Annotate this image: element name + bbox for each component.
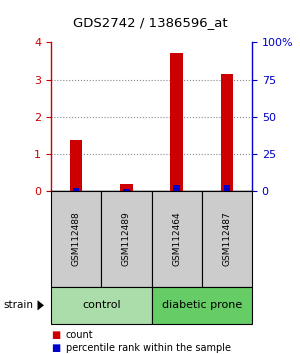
Bar bbox=[73, 188, 80, 191]
Bar bbox=[170, 53, 183, 191]
Text: GSM112489: GSM112489 bbox=[122, 212, 131, 266]
Text: GSM112464: GSM112464 bbox=[172, 212, 181, 266]
Text: count: count bbox=[66, 330, 94, 339]
Bar bbox=[120, 184, 133, 191]
Bar bbox=[173, 185, 180, 191]
Text: GDS2742 / 1386596_at: GDS2742 / 1386596_at bbox=[73, 16, 227, 29]
Bar bbox=[123, 189, 130, 191]
Bar bbox=[220, 74, 233, 191]
Text: strain: strain bbox=[3, 300, 33, 310]
Bar bbox=[70, 140, 83, 191]
Text: ■: ■ bbox=[51, 330, 60, 339]
Text: ■: ■ bbox=[51, 343, 60, 353]
Text: GSM112487: GSM112487 bbox=[222, 212, 231, 266]
Text: GSM112488: GSM112488 bbox=[72, 212, 81, 266]
Text: diabetic prone: diabetic prone bbox=[162, 300, 242, 310]
Bar bbox=[224, 185, 230, 191]
Text: control: control bbox=[82, 300, 121, 310]
Text: percentile rank within the sample: percentile rank within the sample bbox=[66, 343, 231, 353]
